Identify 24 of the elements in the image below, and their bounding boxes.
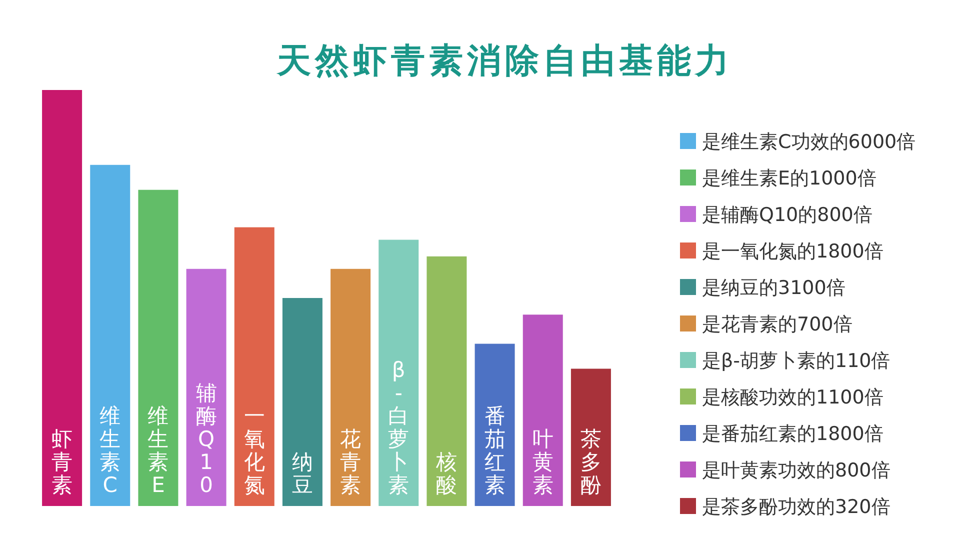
legend-label: 是花青素的700倍 <box>702 314 852 336</box>
chart-title: 天然虾青素消除自由基能力 <box>276 41 733 81</box>
legend-label: 是辅酶Q10的800倍 <box>702 204 872 226</box>
x-tick-label: 茶多酚 <box>580 427 602 497</box>
x-tick-label: 花青素 <box>340 427 362 497</box>
legend-label: 是一氧化氮的1800倍 <box>702 240 884 262</box>
x-tick-label: 核酸 <box>435 450 458 497</box>
legend-label: 是叶黄素功效的800倍 <box>702 460 890 482</box>
x-tick-label: 叶黄素 <box>532 427 554 497</box>
legend-label: 是β-胡萝卜素的110倍 <box>702 350 890 372</box>
legend-label: 是茶多酚功效的320倍 <box>702 496 890 518</box>
x-tick-label: 番茄红素 <box>484 404 506 497</box>
x-tick-label: 纳豆 <box>292 450 313 497</box>
x-tick-label: 辅酶Q10 <box>196 381 217 497</box>
x-tick-label: 维生素C <box>100 404 121 497</box>
legend-label: 是维生素C功效的6000倍 <box>702 131 916 153</box>
x-tick-label: 虾青素 <box>52 427 73 497</box>
x-tick-label: 维生素E <box>148 404 169 497</box>
legend-label: 是番茄红素的1800倍 <box>702 423 884 445</box>
x-tick-label: 一氧化氮 <box>244 404 265 497</box>
legend-label: 是纳豆的3100倍 <box>702 277 846 299</box>
legend-label: 是核酸功效的1100倍 <box>702 386 884 408</box>
legend-label: 是维生素E的1000倍 <box>702 168 876 190</box>
x-tick-label: β-白萝卜素 <box>388 358 410 497</box>
